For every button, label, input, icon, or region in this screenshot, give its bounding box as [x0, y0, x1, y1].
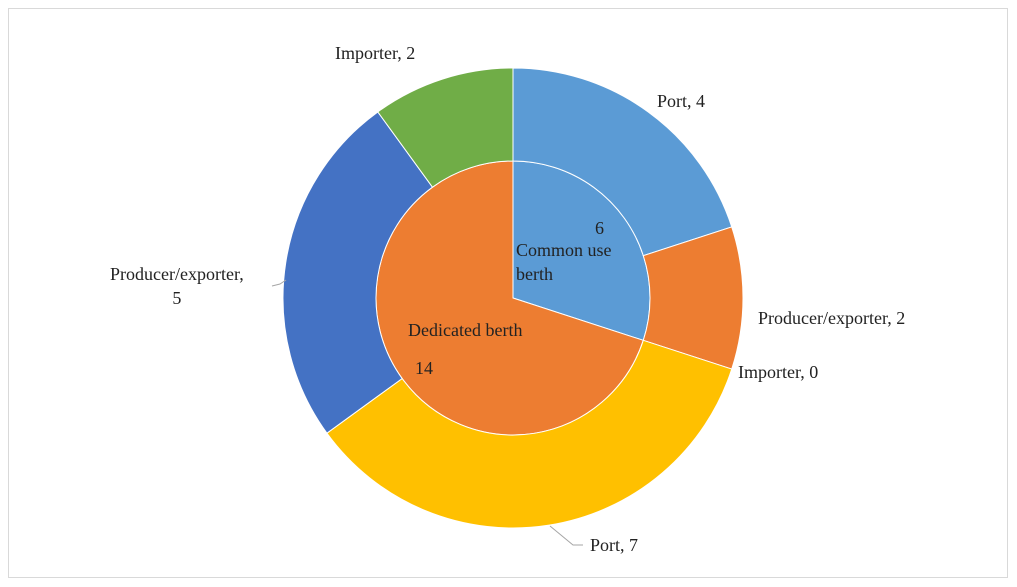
label-part: Producer/exporter	[110, 264, 240, 284]
label-part: 0	[809, 362, 819, 382]
outer-segment	[512, 67, 733, 257]
segment-label: Producer/exporter, 2	[758, 308, 906, 328]
label-part: 2	[896, 308, 906, 328]
label-part: 7	[629, 535, 639, 555]
outer-segment	[377, 67, 514, 188]
outer-segment	[282, 111, 434, 434]
label-part: Common use berth	[516, 240, 612, 284]
inner-name: Dedicated berth	[408, 318, 608, 342]
segment-label: Importer, 0	[738, 362, 819, 382]
label-part: 14	[415, 358, 433, 378]
label-part: Port	[657, 91, 688, 111]
label-part: Dedicated berth	[408, 320, 523, 340]
outer-segment	[326, 339, 733, 529]
label-part: 4	[696, 91, 706, 111]
inner-name: Common use berth	[516, 238, 626, 286]
segment-label: Producer/exporter, 5	[110, 264, 244, 308]
label-part: 6	[595, 218, 604, 238]
label-part: Producer/exporter	[758, 308, 888, 328]
chart-frame	[8, 8, 1008, 578]
leader-line	[549, 525, 583, 546]
label-part: Importer	[335, 43, 398, 63]
inner-value: 14	[415, 356, 433, 380]
segment-label: Port, 7	[590, 535, 639, 555]
inner-value: 6	[595, 216, 604, 240]
label-part: Importer	[738, 362, 801, 382]
label-part: 5	[172, 288, 182, 308]
label-part: 2	[406, 43, 416, 63]
segment-label: Port, 4	[657, 91, 706, 111]
leader-line	[271, 279, 287, 287]
segment-label: Importer, 2	[335, 43, 416, 63]
label-part: Port	[590, 535, 621, 555]
